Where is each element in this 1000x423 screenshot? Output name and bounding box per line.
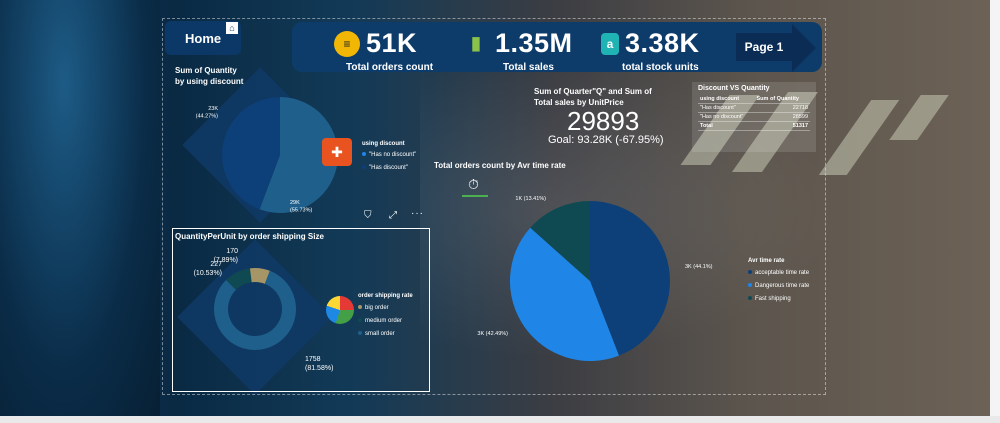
- legend-item[interactable]: "Has discount": [362, 165, 408, 171]
- discount-quantity-table: using discount Sum of Quantity "Has disc…: [698, 95, 810, 131]
- pie-chart-icon: [326, 296, 354, 324]
- data-label: 23K (44.27%): [196, 106, 219, 120]
- table-row[interactable]: "Has no discount" 28599: [698, 112, 810, 122]
- filter-icon[interactable]: ⛉: [364, 210, 372, 221]
- pie-slice[interactable]: [222, 97, 280, 210]
- data-label: 1K (13.41%): [515, 196, 546, 202]
- stock-icon: a: [601, 32, 619, 55]
- pie-slice[interactable]: [510, 227, 619, 361]
- pie-slice[interactable]: [590, 201, 670, 356]
- legend-item[interactable]: Fast shipping: [748, 296, 791, 302]
- receipt-icon: ≡: [334, 30, 360, 57]
- right-pane-edge: [990, 0, 1000, 423]
- pie-slice[interactable]: [249, 268, 270, 284]
- kpi-value: 3.38K: [625, 28, 700, 58]
- table-cell: 51317: [754, 121, 810, 131]
- discount-chart-title: Sum of Quantity by using discount: [175, 66, 244, 86]
- table-cell: "Has no discount": [698, 112, 755, 122]
- legend-item[interactable]: Dangerous time rate: [748, 283, 809, 289]
- kpi-banner: [292, 22, 822, 72]
- shipping-chart-title: QuantityPerUnit by order shipping Size: [175, 232, 324, 241]
- data-label: 1758 (81.58%): [305, 356, 333, 372]
- kpi-label: Total orders count: [346, 62, 434, 73]
- table-cell: Total: [698, 121, 755, 131]
- background-stripe: [889, 95, 949, 140]
- table-cell: 28599: [754, 112, 810, 122]
- time-rate-pie-chart: 3K (44.1%) 3K (42.49%) 1K (13.41%): [477, 196, 713, 361]
- more-options-icon[interactable]: ···: [411, 208, 424, 219]
- legend-title: Avr time rate: [748, 258, 785, 264]
- gift-icon: ✚: [322, 138, 352, 166]
- kpi-total-sales: ▮ 1.35M: [463, 28, 573, 59]
- arrow-right-icon: [462, 195, 488, 197]
- kpi-label: total stock units: [622, 62, 699, 73]
- stopwatch-icon: ⏱: [468, 176, 479, 192]
- kpi-value: 51K: [366, 28, 418, 58]
- legend-title: order shipping rate: [358, 293, 413, 299]
- time-chart-title: Total orders count by Avr time rate: [434, 161, 566, 170]
- legend-item[interactable]: acceptable time rate: [748, 270, 809, 276]
- kpi-label: Total sales: [503, 62, 554, 73]
- page-1-button[interactable]: Page 1: [736, 33, 792, 61]
- table-cell: 22718: [754, 103, 810, 113]
- shipping-chart-frame: [172, 228, 430, 392]
- legend-item[interactable]: "Has no discount": [362, 152, 416, 158]
- gauge-card-title: Sum of Quarter"Q" and Sum of Total sales…: [534, 87, 652, 107]
- arrow-right-icon[interactable]: [792, 24, 816, 72]
- shipping-donut-chart: 227 (10.53%)170 (7.89%) 1758 (81.58%): [194, 248, 334, 372]
- data-label: 29K (55.73%): [290, 200, 312, 214]
- data-label: 3K (44.1%): [685, 264, 713, 270]
- report-canvas-border: [162, 18, 826, 395]
- legend-title: using discount: [362, 141, 405, 147]
- home-icon[interactable]: ⌂: [226, 22, 238, 34]
- legend-item[interactable]: medium order: [358, 318, 402, 324]
- table-header: using discount: [698, 95, 755, 104]
- table-title: Discount VS Quantity: [698, 85, 770, 92]
- table-header: Sum of Quantity: [754, 95, 810, 104]
- discount-quantity-table-card: Discount VS Quantity using discount Sum …: [692, 82, 816, 152]
- bar-chart-icon: ▮: [471, 33, 481, 53]
- kpi-value: 1.35M: [495, 28, 573, 58]
- kpi-total-orders: ≡ 51K: [334, 28, 417, 59]
- gauge-goal: Goal: 93.28K (-67.95%): [548, 134, 664, 146]
- background-left-panel: [0, 0, 160, 423]
- data-label: 3K (42.49%): [477, 331, 508, 337]
- kpi-stock-units: a 3.38K: [601, 28, 700, 59]
- legend-item[interactable]: small order: [358, 331, 395, 337]
- discount-pie-chart: 29K (55.73%) 23K (44.27%): [196, 97, 338, 214]
- pie-slice[interactable]: [259, 97, 338, 213]
- table-row[interactable]: "Has discount" 22718: [698, 103, 810, 113]
- bottom-sheet-bar: [0, 416, 1000, 423]
- focus-mode-icon[interactable]: ⤢: [389, 210, 397, 221]
- table-total-row: Total 51317: [698, 121, 810, 131]
- table-header-row: using discount Sum of Quantity: [698, 95, 810, 104]
- pie-slice[interactable]: [213, 270, 296, 350]
- pie-slice[interactable]: [226, 268, 252, 290]
- table-cell: "Has discount": [698, 103, 755, 113]
- legend-item[interactable]: big order: [358, 305, 389, 311]
- data-label: 227 (10.53%): [194, 261, 223, 277]
- data-label: 170 (7.89%): [213, 248, 238, 264]
- gauge-value: 29893: [567, 106, 640, 136]
- pie-slice[interactable]: [530, 201, 590, 281]
